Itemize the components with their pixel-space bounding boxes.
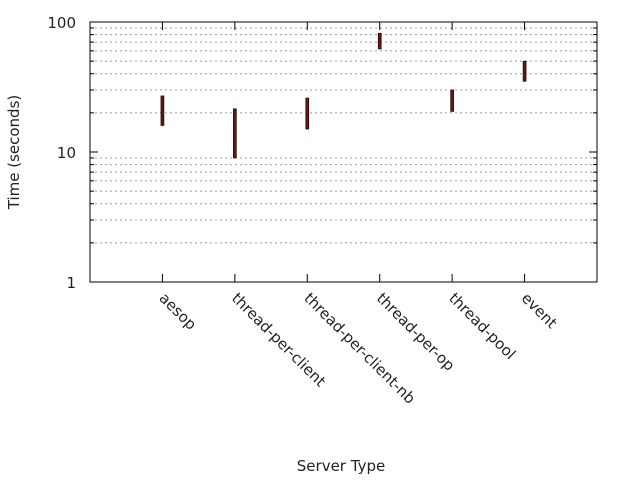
range-bar-thread-pool	[450, 89, 454, 112]
x-category-label: aesop	[156, 289, 201, 334]
range-bar-thread-per-op	[377, 32, 382, 50]
axis-ticks	[90, 21, 597, 283]
range-bar-thread-per-client	[233, 108, 237, 159]
x-category-labels: aesop thread-per-clientthread-per-client-…	[156, 289, 561, 408]
x-category-label: thread-pool	[445, 289, 519, 363]
y-tick-labels: 1 10 100	[47, 14, 76, 292]
x-axis-label: Server Type	[297, 457, 385, 475]
y-tick-label: 10	[57, 144, 76, 162]
range-bar-event	[522, 60, 527, 82]
range-bar-aesop	[160, 95, 165, 126]
y-tick-label: 1	[66, 274, 76, 292]
y-axis-label: Time (seconds)	[5, 95, 23, 211]
x-category-label: event	[518, 289, 561, 332]
grid-lines	[90, 27, 597, 244]
y-tick-label: 100	[47, 14, 76, 32]
range-bars	[160, 32, 527, 159]
range-bar-thread-per-client-nb	[305, 97, 310, 130]
